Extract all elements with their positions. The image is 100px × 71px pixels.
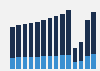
Bar	[10, 27, 15, 58]
Bar	[23, 24, 27, 57]
Bar	[48, 56, 52, 69]
Bar	[16, 57, 21, 69]
Bar	[85, 20, 90, 56]
Bar	[91, 12, 96, 54]
Bar	[85, 56, 90, 69]
Bar	[73, 48, 77, 62]
Bar	[35, 57, 40, 69]
Bar	[91, 54, 96, 69]
Bar	[16, 25, 21, 57]
Bar	[66, 10, 71, 55]
Bar	[54, 56, 58, 69]
Bar	[48, 18, 52, 56]
Bar	[79, 42, 83, 61]
Bar	[29, 57, 33, 69]
Bar	[41, 56, 46, 69]
Bar	[79, 61, 83, 69]
Bar	[35, 22, 40, 57]
Bar	[29, 23, 33, 57]
Bar	[60, 55, 65, 69]
Bar	[23, 57, 27, 69]
Bar	[54, 16, 58, 56]
Bar	[73, 62, 77, 69]
Bar	[66, 55, 71, 69]
Bar	[60, 14, 65, 55]
Bar	[41, 20, 46, 56]
Bar	[10, 58, 15, 69]
